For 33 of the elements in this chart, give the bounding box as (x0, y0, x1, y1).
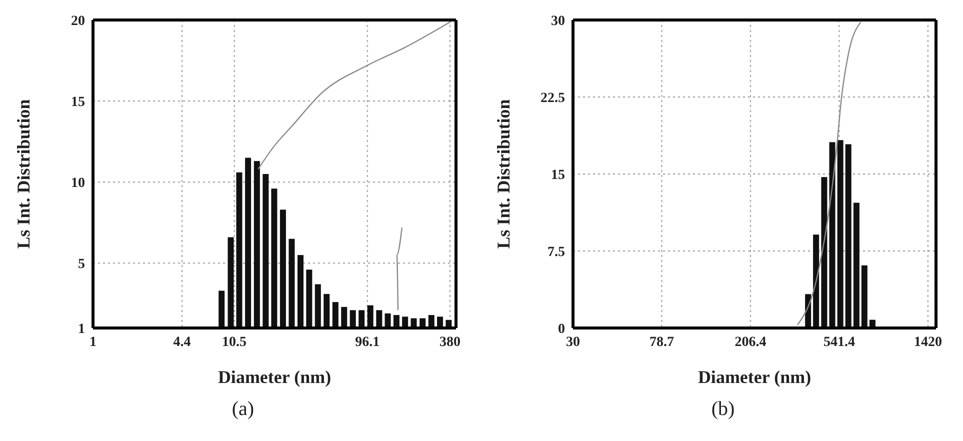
x-tick-label: 1420 (914, 334, 942, 350)
x-axis-title: Diameter (nm) (218, 367, 332, 387)
y-tick-label: 1 (78, 322, 85, 337)
bar (821, 177, 828, 328)
x-tick-label: 4.4 (173, 334, 191, 350)
y-tick-label: 7.5 (548, 244, 565, 260)
y-axis-title: Ls Int. Distribution (493, 99, 514, 249)
x-tick-label: 96.1 (355, 334, 380, 350)
x-tick-label: 541.4 (823, 334, 855, 350)
text: (b) (711, 398, 735, 421)
bar (829, 142, 836, 328)
x-tick-label: 78.7 (650, 334, 674, 350)
bar (853, 202, 860, 328)
bar (861, 265, 868, 328)
x-tick-label: 1 (90, 334, 96, 350)
y-tick-label: 20 (71, 14, 85, 29)
y-tick-label: 5 (78, 257, 85, 272)
y-tick-label: 22.5 (540, 90, 565, 106)
y-tick-label: 10 (71, 176, 85, 192)
text: (a) (232, 398, 254, 421)
x-tick-label: 380 (439, 334, 460, 350)
y-tick-label: 15 (71, 95, 85, 110)
bar (845, 144, 852, 328)
x-tick-label: 206.4 (734, 334, 766, 350)
x-tick-label: 10.5 (222, 334, 247, 350)
x-tick-label: 30 (566, 334, 580, 350)
y-axis-title: Ls Int. Distribution (13, 99, 34, 249)
y-tick-label: 30 (551, 14, 565, 29)
y-tick-label: 15 (551, 168, 565, 183)
bar (837, 140, 844, 328)
x-axis-title: Diameter (nm) (698, 367, 812, 387)
bar (813, 234, 820, 328)
y-tick-label: 0 (558, 322, 565, 337)
